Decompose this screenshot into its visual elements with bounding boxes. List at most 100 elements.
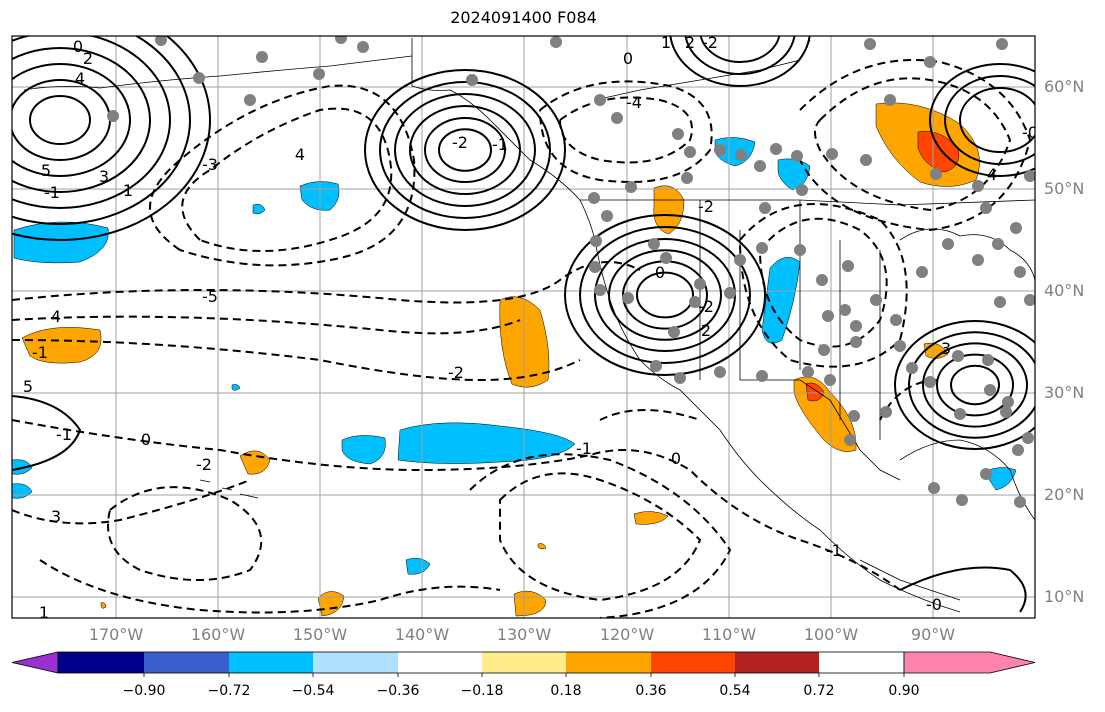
station-marker — [928, 482, 940, 494]
station-marker — [842, 260, 854, 272]
station-marker — [756, 242, 768, 254]
station-marker — [594, 94, 606, 106]
station-marker — [880, 406, 892, 418]
negative-contour — [499, 472, 702, 602]
longitude-label: 160°W — [190, 625, 246, 644]
longitude-label: 110°W — [701, 625, 757, 644]
station-marker — [625, 181, 637, 193]
station-marker — [588, 192, 600, 204]
station-marker — [594, 284, 606, 296]
contour-label: 4 — [987, 165, 997, 184]
station-marker — [193, 72, 205, 84]
station-marker — [1010, 222, 1022, 234]
positive-contour — [908, 331, 1035, 439]
anomaly-patch — [653, 185, 685, 235]
contour-label: 0 — [141, 430, 151, 449]
colorbar-extend-max — [903, 651, 1036, 674]
station-marker — [770, 143, 782, 155]
station-marker — [1002, 396, 1014, 408]
contour-label: 1 — [123, 181, 133, 200]
contour-label: 4 — [51, 307, 61, 326]
anomaly-patch — [983, 467, 1017, 491]
colorbar-segment — [735, 652, 819, 673]
contour-label: -2 — [702, 33, 718, 52]
station-marker — [1014, 496, 1026, 508]
plot-title: 2024091400 F084 — [450, 8, 597, 27]
negative-contour — [469, 453, 732, 618]
station-marker — [466, 74, 478, 86]
positive-contour — [409, 105, 521, 195]
colorbar-segment — [398, 652, 482, 673]
positive-contour — [564, 214, 766, 376]
longitude-label: 140°W — [394, 625, 450, 644]
contour-label: -2 — [452, 133, 468, 152]
latitude-label: 30°N — [1044, 383, 1085, 402]
negative-contour — [107, 486, 263, 581]
positive-contour — [579, 226, 751, 364]
station-marker — [244, 94, 256, 106]
contour-label: -0 — [926, 595, 942, 614]
coastline — [899, 228, 1035, 281]
station-marker — [791, 150, 803, 162]
contour-label: -1 — [826, 541, 842, 560]
positive-contour — [379, 81, 551, 219]
station-marker — [357, 41, 369, 53]
colorbar-tick-label: 0.90 — [888, 683, 920, 699]
station-marker — [794, 244, 806, 256]
station-marker — [924, 56, 936, 68]
colorbar-extend-min — [11, 651, 59, 674]
station-marker — [870, 294, 882, 306]
contour-label: 0 — [671, 449, 681, 468]
negative-contour — [39, 559, 501, 614]
station-marker — [890, 314, 902, 326]
station-marker — [826, 148, 838, 160]
latitude-label: 10°N — [1044, 587, 1085, 606]
contour-label: 2 — [701, 321, 711, 340]
contour-label: 2 — [83, 49, 93, 68]
station-marker — [984, 384, 996, 396]
contour-label: -1 — [32, 343, 48, 362]
station-marker — [734, 254, 746, 266]
station-marker — [754, 160, 766, 172]
longitude-label: 170°W — [88, 625, 144, 644]
positive-contour — [12, 36, 191, 225]
anomaly-patch — [13, 221, 109, 264]
longitude-label: 90°W — [910, 625, 956, 644]
contour-label: -2 — [698, 297, 714, 316]
positive-contour — [608, 249, 722, 341]
colorbar-tick-label: −0.54 — [291, 683, 335, 699]
longitude-label: 150°W — [292, 625, 348, 644]
anomaly-patch — [633, 511, 669, 525]
negative-contour — [539, 80, 713, 183]
positive-contour — [699, 36, 781, 63]
station-marker — [714, 144, 726, 156]
station-marker — [802, 366, 814, 378]
positive-contour — [669, 36, 811, 87]
contour-label: 1 — [661, 33, 671, 52]
anomaly-patch — [21, 327, 102, 364]
station-marker — [256, 51, 268, 63]
station-marker — [681, 172, 693, 184]
station-marker — [994, 296, 1006, 308]
negative-contour — [814, 77, 1012, 212]
coastline — [580, 199, 1035, 206]
station-marker — [689, 296, 701, 308]
colorbar-tick-label: −0.18 — [460, 683, 504, 699]
colorbar — [11, 651, 1036, 677]
positive-contour — [936, 353, 1014, 417]
positive-contour — [12, 395, 82, 471]
station-marker — [992, 238, 1004, 250]
station-marker — [930, 168, 942, 180]
positive-contour — [922, 342, 1028, 428]
positive-contour — [12, 36, 171, 209]
negative-contour — [12, 339, 581, 382]
contour-label: -1 — [492, 135, 508, 154]
station-marker — [884, 94, 896, 106]
positive-contour — [684, 36, 796, 75]
station-marker — [107, 110, 119, 122]
station-marker — [996, 38, 1008, 50]
station-marker — [956, 494, 968, 506]
map-frame — [11, 35, 1036, 619]
